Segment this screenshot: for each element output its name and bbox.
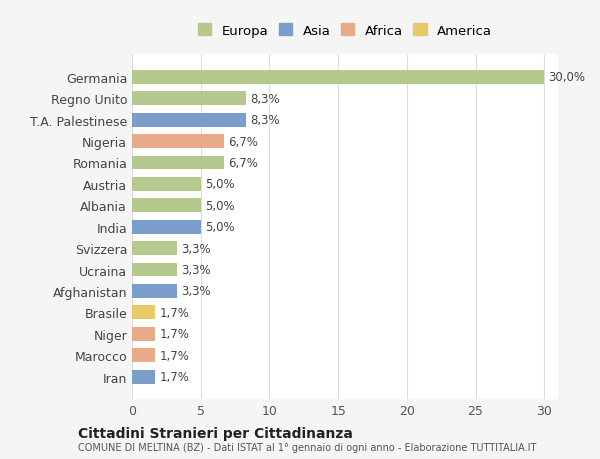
Bar	[132, 370, 155, 384]
Bar	[132, 327, 155, 341]
Bar	[132, 156, 224, 170]
Text: 6,7%: 6,7%	[228, 135, 258, 148]
Bar	[132, 113, 246, 127]
Text: 3,3%: 3,3%	[181, 285, 211, 298]
Bar	[132, 241, 178, 256]
Text: 1,7%: 1,7%	[160, 349, 190, 362]
Text: 5,0%: 5,0%	[205, 199, 235, 213]
Text: 1,7%: 1,7%	[160, 328, 190, 341]
Text: 6,7%: 6,7%	[228, 157, 258, 170]
Text: 3,3%: 3,3%	[181, 263, 211, 276]
Legend: Europa, Asia, Africa, America: Europa, Asia, Africa, America	[194, 20, 496, 42]
Bar	[132, 135, 224, 149]
Bar	[132, 199, 201, 213]
Text: 1,7%: 1,7%	[160, 370, 190, 383]
Text: COMUNE DI MELTINA (BZ) - Dati ISTAT al 1° gennaio di ogni anno - Elaborazione TU: COMUNE DI MELTINA (BZ) - Dati ISTAT al 1…	[78, 442, 536, 452]
Text: 8,3%: 8,3%	[250, 93, 280, 106]
Bar	[132, 92, 246, 106]
Bar	[132, 263, 178, 277]
Bar	[132, 71, 544, 84]
Text: 1,7%: 1,7%	[160, 306, 190, 319]
Text: 5,0%: 5,0%	[205, 221, 235, 234]
Bar	[132, 220, 201, 234]
Bar	[132, 284, 178, 298]
Bar	[132, 178, 201, 191]
Bar	[132, 348, 155, 362]
Text: 5,0%: 5,0%	[205, 178, 235, 191]
Text: 3,3%: 3,3%	[181, 242, 211, 255]
Text: 8,3%: 8,3%	[250, 114, 280, 127]
Bar	[132, 306, 155, 319]
Text: 30,0%: 30,0%	[548, 71, 586, 84]
Text: Cittadini Stranieri per Cittadinanza: Cittadini Stranieri per Cittadinanza	[78, 426, 353, 440]
